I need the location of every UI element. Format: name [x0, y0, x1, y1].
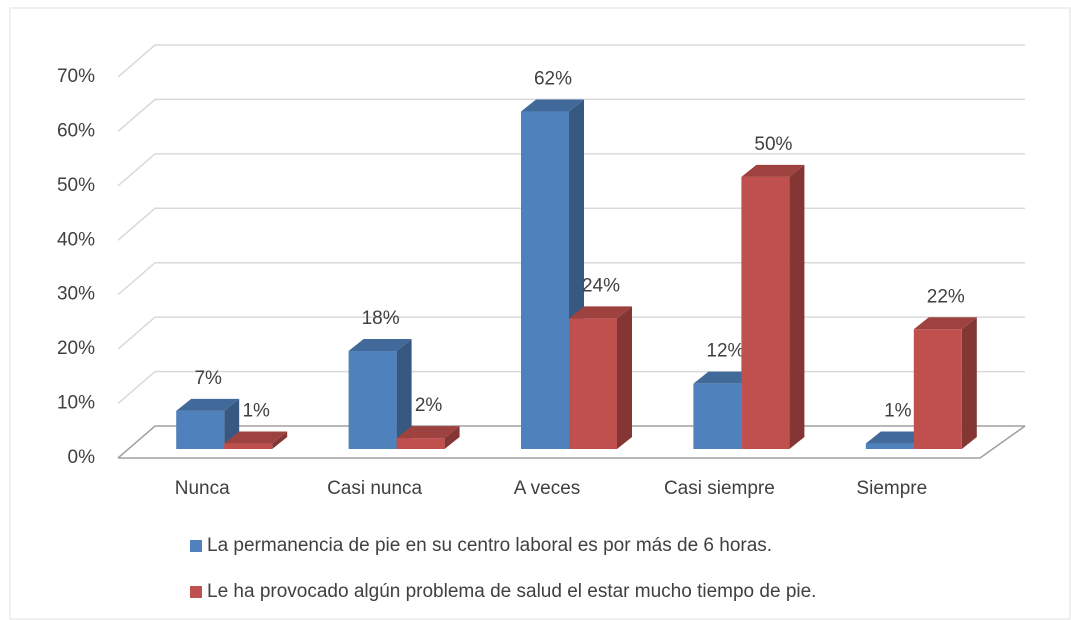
bar-front	[396, 438, 445, 449]
x-tick-label: Siempre	[856, 478, 927, 499]
data-label: 1%	[884, 401, 912, 422]
bar	[913, 317, 977, 449]
bar-top	[521, 99, 584, 112]
data-label: 62%	[534, 69, 572, 90]
data-label: 22%	[927, 286, 965, 307]
bar	[741, 164, 805, 449]
data-label: 18%	[362, 308, 400, 329]
bar-front	[176, 410, 225, 449]
bar-side	[961, 317, 977, 449]
data-label: 7%	[194, 368, 222, 389]
bar-top	[176, 398, 240, 411]
y-tick-label: 30%	[57, 284, 95, 305]
x-tick-label: Casi siempre	[664, 478, 775, 499]
bar-top	[693, 371, 757, 384]
x-tick-label: Nunca	[175, 478, 230, 499]
y-tick-label: 20%	[57, 338, 95, 359]
legend-label: La permanencia de pie en su centro labor…	[207, 535, 772, 556]
legend-swatch	[190, 586, 202, 598]
grid-line	[117, 370, 1025, 405]
y-tick-label: 0%	[68, 447, 96, 468]
y-tick-label: 10%	[57, 393, 95, 414]
bar	[224, 431, 288, 449]
grid-line	[117, 207, 1025, 241]
bar	[396, 426, 460, 449]
bar-side	[272, 431, 288, 449]
grid-line	[117, 316, 1025, 350]
data-label: 12%	[706, 341, 744, 362]
bar-side	[396, 339, 412, 449]
bar-top	[224, 431, 288, 444]
bar-front	[913, 329, 962, 449]
bar-top	[396, 426, 460, 439]
bar-front	[693, 383, 742, 449]
bar-top	[348, 339, 412, 352]
y-tick-label: 70%	[57, 66, 95, 87]
legend-label: Le ha provocado algún problema de salud …	[207, 581, 816, 602]
y-tick-label: 40%	[57, 229, 95, 250]
bar-top	[913, 317, 977, 330]
y-tick-label: 50%	[57, 175, 95, 196]
bar-front	[741, 176, 790, 449]
bar-front	[521, 111, 569, 450]
bar-top	[865, 431, 929, 444]
bar-front	[865, 443, 914, 449]
bar-front	[569, 318, 617, 449]
bar	[569, 306, 632, 449]
legend-swatch	[190, 540, 202, 552]
grid-line	[117, 98, 1025, 132]
x-tick-label: A veces	[514, 478, 581, 499]
data-label: 50%	[754, 134, 792, 155]
data-label: 2%	[415, 395, 443, 416]
bar-front	[224, 443, 273, 449]
y-tick-label: 60%	[57, 120, 95, 141]
bar	[348, 339, 412, 449]
bar-front	[348, 351, 397, 449]
floor-edge	[118, 425, 1026, 459]
bar-side	[617, 306, 632, 449]
bar-top	[569, 306, 632, 319]
grid-line	[117, 153, 1025, 187]
x-tick-label: Casi nunca	[327, 478, 422, 499]
bar-top	[741, 164, 805, 177]
grid-line	[117, 44, 1025, 78]
bar-side	[789, 164, 805, 449]
data-label: 1%	[242, 401, 270, 422]
grid-line	[117, 261, 1025, 296]
data-label: 24%	[582, 275, 620, 296]
bar-side	[444, 426, 460, 449]
